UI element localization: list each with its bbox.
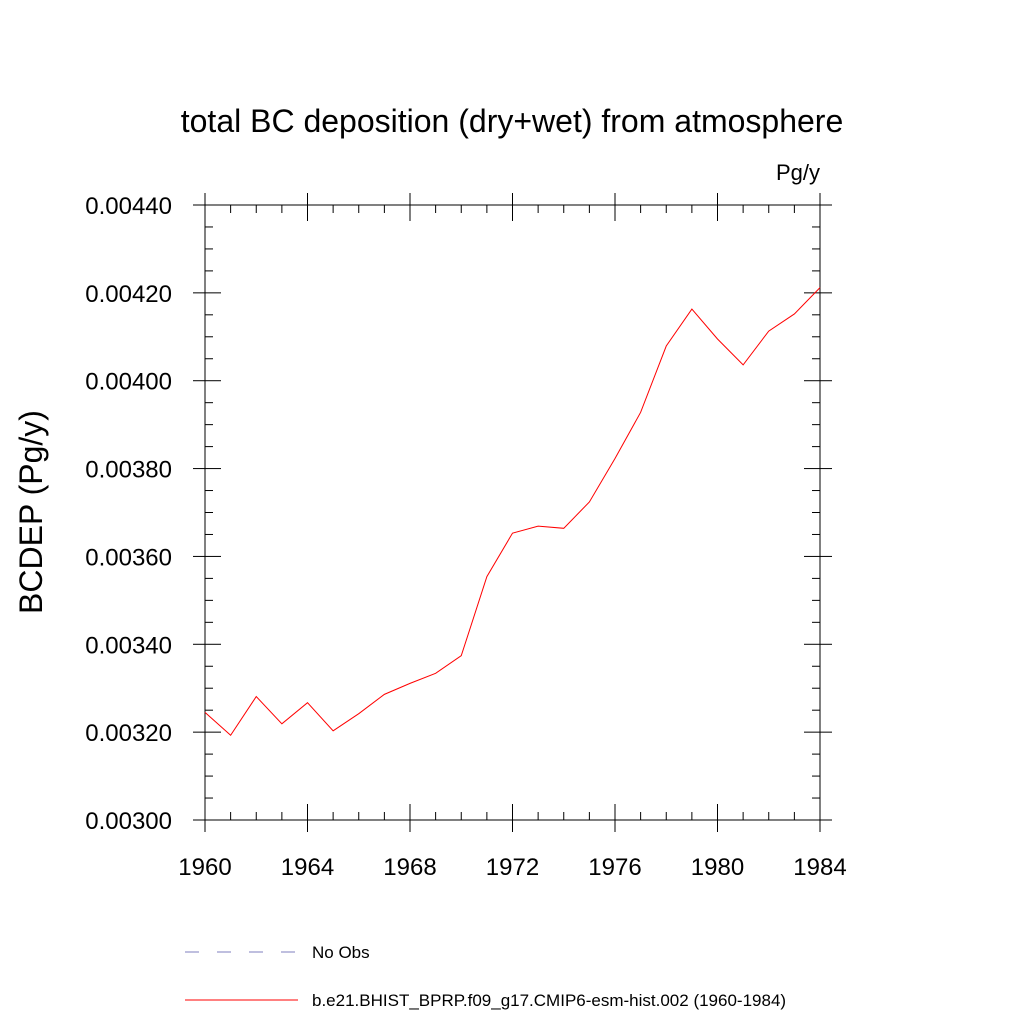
chart-title: total BC deposition (dry+wet) from atmos… — [181, 103, 844, 139]
y-tick-label: 0.00380 — [85, 457, 172, 484]
y-axis-label: BCDEP (Pg/y) — [13, 410, 49, 614]
y-tick-label: 0.00300 — [85, 808, 172, 835]
legend: No Obs b.e21.BHIST_BPRP.f09_g17.CMIP6-esm… — [185, 943, 786, 1010]
x-tick-label: 1972 — [486, 854, 539, 881]
x-tick-label: 1984 — [793, 854, 846, 881]
series-layer — [204, 287, 821, 736]
y-tick-label: 0.00400 — [85, 369, 172, 396]
x-tick-label: 1980 — [691, 854, 744, 881]
x-tick-label: 1976 — [588, 854, 641, 881]
x-tick-label: 1968 — [383, 854, 436, 881]
x-tick-label: 1964 — [281, 854, 334, 881]
units-label: Pg/y — [776, 160, 820, 185]
y-tick-label: 0.00340 — [85, 632, 172, 659]
legend-label: b.e21.BHIST_BPRP.f09_g17.CMIP6-esm-hist.… — [312, 991, 786, 1010]
x-tick-label: 1960 — [178, 854, 231, 881]
y-tick-label: 0.00320 — [85, 720, 172, 747]
y-tick-label: 0.00440 — [85, 193, 172, 220]
axis-ticks: 1960 1964 1968 1972 1976 1980 1984 0.00300 0.003… — [85, 193, 847, 881]
y-tick-label: 0.00420 — [85, 281, 172, 308]
series-line — [204, 287, 821, 736]
plot-frame — [204, 204, 821, 821]
y-tick-label: 0.00360 — [85, 544, 172, 571]
legend-label: No Obs — [312, 943, 370, 962]
